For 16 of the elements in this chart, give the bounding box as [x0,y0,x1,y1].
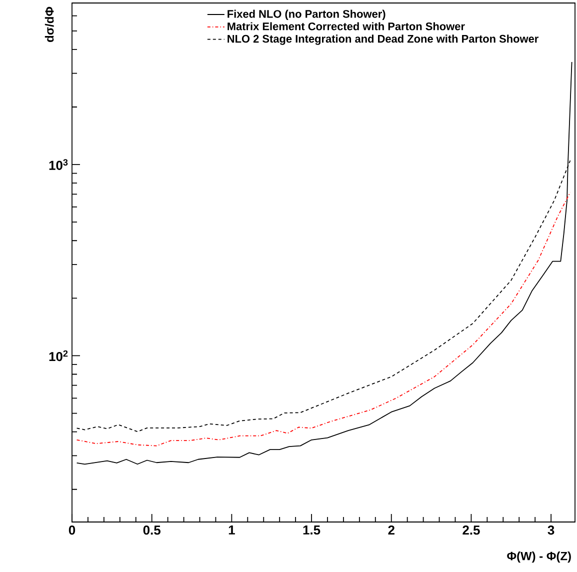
legend-label: Fixed NLO (no Parton Shower) [228,10,386,20]
line-series [76,62,572,465]
y-tick-label: 10$^{2}$ [49,350,68,362]
y-axis-title: dσ/dΦ [44,6,54,42]
x-tick-label: 2 [388,526,394,535]
x-tick-label: 3 [548,526,554,535]
x-tick-label: 0.5 [143,526,160,535]
x-tick-label: 0 [68,526,76,535]
legend-label: Matrix Element Corrected with Parton Shower [228,22,465,30]
x-axis-title: Φ(W) - Φ(Z) [507,552,571,563]
x-tick-label: 1 [228,526,235,534]
y-tick-label: 10$^{3}$ [49,159,68,170]
line-series [76,192,571,446]
x-tick-label: 1.5 [303,526,320,535]
x-tick-label: 2.5 [462,526,480,535]
legend-label: NLO 2 Stage Integration and Dead Zone with Parton Shower [228,34,538,45]
